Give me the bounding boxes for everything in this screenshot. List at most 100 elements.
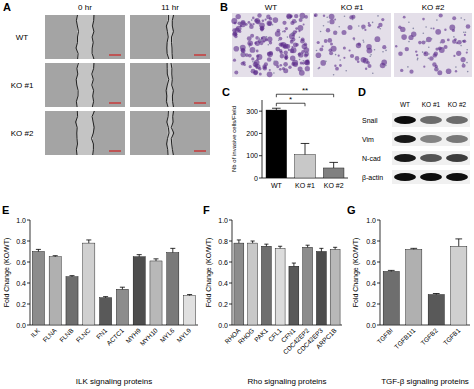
error-cap <box>120 287 125 288</box>
protein-label: N-cad <box>362 155 381 162</box>
pore <box>428 53 430 55</box>
cell <box>265 19 267 21</box>
error-cap <box>306 245 310 246</box>
error-bar <box>251 241 255 243</box>
y-tick-label: 0.8 <box>366 238 376 245</box>
y-tick-label: 100 <box>246 152 258 159</box>
y-tick-label: 0.0 <box>366 322 376 329</box>
x-tick-label: MYL6 <box>159 326 176 343</box>
cell <box>283 68 288 73</box>
error-line <box>321 248 322 251</box>
wound-gap <box>77 63 93 107</box>
pore <box>428 57 430 59</box>
cell <box>267 71 273 77</box>
pore <box>338 26 340 28</box>
pore <box>413 28 415 30</box>
blot-strip <box>392 151 470 165</box>
pore <box>408 22 410 24</box>
bar <box>234 243 244 325</box>
bar <box>295 155 316 178</box>
cell <box>251 57 254 60</box>
y-tick <box>229 304 232 305</box>
lane-label: KO #2 <box>448 101 467 108</box>
band <box>446 116 468 124</box>
error-cap <box>455 238 462 239</box>
cell <box>305 60 310 65</box>
cell <box>452 29 455 32</box>
cell <box>304 47 310 53</box>
cell <box>314 13 318 17</box>
y-tick <box>377 325 380 326</box>
y-tick-label: 0.6 <box>218 259 228 266</box>
y-tick <box>27 304 30 305</box>
bar <box>83 243 95 325</box>
protein-label: β-actin <box>362 174 383 182</box>
error-cap <box>53 255 58 256</box>
cell <box>444 29 446 31</box>
bar <box>275 248 285 325</box>
cell <box>300 39 305 44</box>
cell <box>259 73 262 76</box>
cell <box>241 52 246 57</box>
x-tick-label: WT <box>271 182 283 189</box>
cell <box>247 36 252 41</box>
cell <box>365 68 367 70</box>
y-tick-label: 0.0 <box>218 322 228 329</box>
y-tick <box>229 220 232 221</box>
error-bar <box>272 108 281 110</box>
bar-chart: E0.00.20.40.60.81.0ILKFLNAFLNBFLNCFN1ACT… <box>2 204 198 386</box>
row-label: KO #2 <box>11 129 34 138</box>
y-tick <box>377 283 380 284</box>
cell <box>255 41 260 46</box>
cell <box>249 42 252 45</box>
pore <box>425 40 427 42</box>
micrograph <box>130 63 210 107</box>
y-tick-label: 0.2 <box>16 301 26 308</box>
pore <box>274 61 276 63</box>
y-tick <box>259 111 262 112</box>
cell <box>444 45 448 49</box>
wound-edge <box>76 63 78 107</box>
cell <box>284 54 288 58</box>
error-bar <box>137 255 142 257</box>
y-tick-label: 1.0 <box>218 217 228 224</box>
cell <box>265 38 268 41</box>
wound-gap <box>77 111 93 155</box>
error-cap <box>410 248 417 249</box>
error-bar <box>301 143 310 154</box>
bar <box>406 249 422 325</box>
error-bar <box>170 248 175 252</box>
pore <box>303 60 305 62</box>
cell <box>241 48 245 52</box>
y-tick-label: 0.6 <box>16 259 26 266</box>
cell <box>349 49 351 51</box>
x-tick-label: KO #1 <box>295 182 315 189</box>
cell <box>267 52 271 56</box>
pore <box>240 46 242 48</box>
cell <box>236 26 242 32</box>
cell <box>234 71 238 75</box>
cell <box>329 51 333 55</box>
cell <box>377 26 380 29</box>
cell <box>416 54 418 56</box>
significance-label: * <box>289 95 292 104</box>
x-tick-label: ACTC1 <box>105 326 125 346</box>
cell <box>263 66 267 70</box>
y-axis <box>232 220 233 325</box>
cell <box>437 70 442 75</box>
y-tick <box>229 241 232 242</box>
bar <box>383 271 399 325</box>
cell <box>316 52 322 58</box>
error-cap <box>103 296 108 297</box>
micrograph <box>45 15 125 59</box>
cell <box>366 44 372 50</box>
wound-edge <box>171 111 174 155</box>
pore <box>326 17 328 19</box>
cell <box>333 31 337 35</box>
cell <box>405 47 409 51</box>
cell <box>330 43 333 46</box>
cell <box>357 60 360 63</box>
error-cap <box>329 162 338 163</box>
pore <box>273 72 275 74</box>
error-cap <box>69 275 74 276</box>
